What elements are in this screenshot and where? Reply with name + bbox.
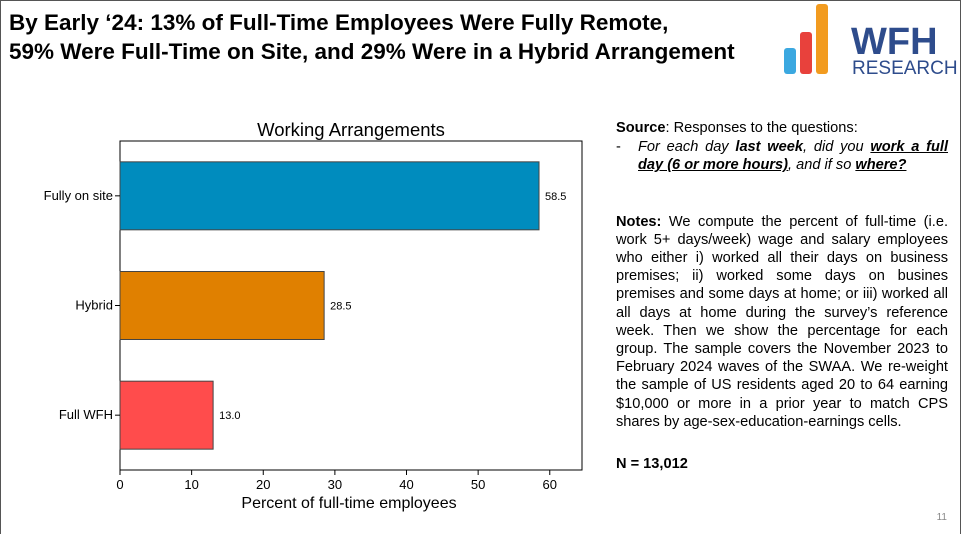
- source-line: Source: Responses to the questions:: [616, 119, 948, 137]
- logo-bar-blue: [784, 48, 796, 74]
- title-line-1: By Early ‘24: 13% of Full-Time Employees…: [9, 10, 669, 35]
- notes-label: Notes:: [616, 213, 662, 230]
- logo-wordmark: WFH: [851, 21, 938, 63]
- x-tick-label-3: 30: [328, 477, 342, 492]
- wfh-research-logo: WFH RESEARCH: [784, 4, 957, 77]
- logo-bar-red: [800, 32, 812, 74]
- y-tick-label-0: Fully on site: [44, 188, 113, 203]
- bar-2: [119, 380, 214, 450]
- source-text: : Responses to the questions:: [665, 120, 858, 136]
- question-dash: -: [616, 139, 621, 156]
- page-number: 11: [936, 512, 947, 523]
- notes-paragraph: Notes: We compute the percent of full-ti…: [616, 213, 948, 431]
- x-tick-label-2: 20: [256, 477, 270, 492]
- working-arrangements-chart: Working Arrangements 58.5 Fully on site 28.…: [44, 119, 583, 512]
- bar-value-label-2: 13.0: [219, 410, 240, 422]
- logo-subtitle: RESEARCH: [852, 58, 957, 77]
- x-axis-label: Percent of full-time employees: [241, 495, 456, 512]
- title-line-2: 59% Were Full-Time on Site, and 29% Were…: [9, 39, 735, 64]
- sample-size: N = 13,012: [616, 456, 688, 473]
- x-tick-label-1: 10: [184, 477, 198, 492]
- x-tick-label-6: 60: [543, 477, 557, 492]
- x-tick-label-0: 0: [116, 477, 123, 492]
- bar-1: [119, 271, 325, 340]
- notes-panel: Source: Responses to the questions: - Fo…: [616, 119, 948, 473]
- y-tick-label-1: Hybrid: [75, 298, 113, 313]
- chart-title: Working Arrangements: [257, 119, 445, 140]
- bar-0: [119, 161, 540, 231]
- survey-question: - For each day last week, did you work a…: [616, 138, 948, 174]
- notes-body: We compute the percent of full-time (i.e…: [616, 213, 948, 430]
- slide-title: By Early ‘24: 13% of Full-Time Employees…: [9, 8, 799, 66]
- x-tick-label-4: 40: [399, 477, 413, 492]
- bar-value-label-0: 58.5: [545, 191, 566, 203]
- logo-bar-orange: [816, 4, 828, 74]
- question-text: For each day last week, did you work a f…: [638, 139, 948, 174]
- y-tick-label-2: Full WFH: [59, 407, 113, 422]
- x-tick-label-5: 50: [471, 477, 485, 492]
- source-label: Source: [616, 120, 666, 136]
- bar-value-label-1: 28.5: [330, 301, 351, 313]
